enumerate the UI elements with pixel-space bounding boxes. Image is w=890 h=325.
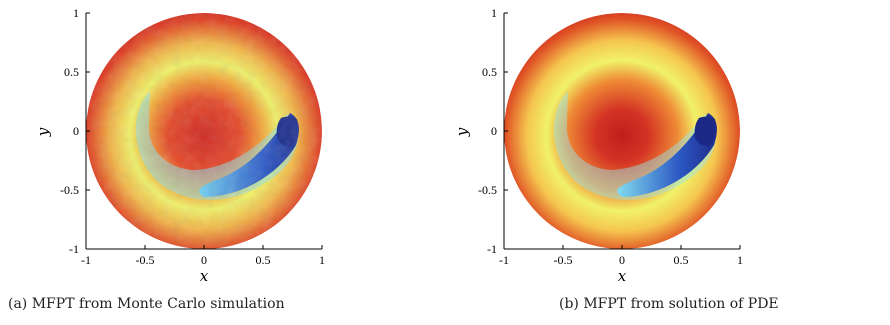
caption-b: (b) MFPT from solution of PDE	[559, 296, 779, 312]
y-axis-label: y	[453, 127, 471, 137]
panel-a: -1 -0.5 0 0.5 1 -1 -0.5 0 0.5 1 x y (a)	[8, 6, 325, 312]
x-tick-label: 0	[619, 253, 625, 267]
x-tick-label: 1	[737, 253, 743, 267]
caption-a: (a) MFPT from Monte Carlo simulation	[8, 296, 285, 312]
y-tick-label: 1	[73, 6, 79, 20]
disk-a	[86, 13, 322, 249]
y-tick-label: 1	[491, 6, 497, 20]
y-tick-label: 0.5	[64, 65, 79, 79]
y-tick-label: -1	[69, 242, 79, 256]
y-tick-label: -0.5	[478, 183, 497, 197]
y-ticks-b: -1 -0.5 0 0.5 1	[478, 6, 508, 256]
x-tick-label: 1	[319, 253, 325, 267]
panel-b-plot: -1 -0.5 0 0.5 1 -1 -0.5 0 0.5 1 x y	[453, 6, 743, 285]
x-axis-label: x	[200, 267, 209, 285]
x-tick-label: -1	[81, 253, 91, 267]
x-ticks-a: -1 -0.5 0 0.5 1	[81, 245, 325, 267]
x-tick-label: -1	[499, 253, 509, 267]
y-tick-label: 0.5	[482, 65, 497, 79]
y-tick-label: 0	[73, 124, 79, 138]
panel-b: -1 -0.5 0 0.5 1 -1 -0.5 0 0.5 1 x y (b)	[445, 0, 890, 325]
y-ticks-a: -1 -0.5 0 0.5 1	[60, 6, 90, 256]
x-tick-label: 0	[201, 253, 207, 267]
x-tick-label: -0.5	[554, 253, 573, 267]
y-tick-label: 0	[491, 124, 497, 138]
disk-b	[504, 13, 740, 249]
x-ticks-b: -1 -0.5 0 0.5 1	[499, 245, 743, 267]
y-tick-label: -0.5	[60, 183, 79, 197]
panel-a-plot: -1 -0.5 0 0.5 1 -1 -0.5 0 0.5 1 x y	[34, 6, 325, 285]
x-tick-label: 0.5	[256, 253, 271, 267]
y-tick-label: -1	[487, 242, 497, 256]
x-tick-label: -0.5	[136, 253, 155, 267]
y-axis-label: y	[34, 127, 52, 137]
x-tick-label: 0.5	[674, 253, 689, 267]
x-axis-label: x	[618, 267, 627, 285]
